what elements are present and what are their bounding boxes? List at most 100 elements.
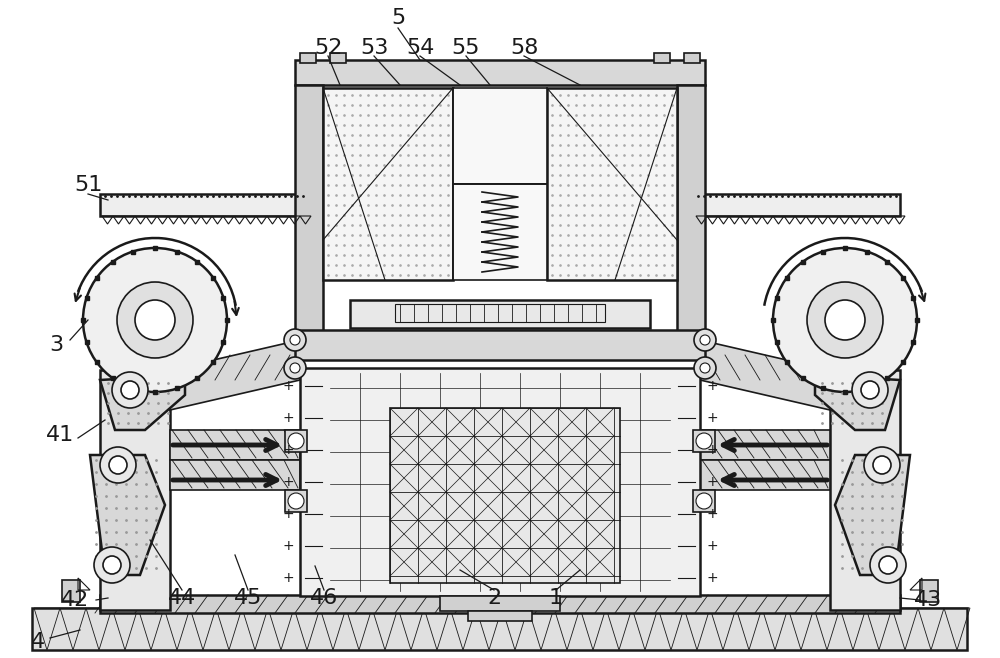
Bar — [677, 85, 705, 345]
Text: +: + — [282, 443, 294, 457]
Text: +: + — [706, 507, 718, 521]
Text: +: + — [282, 379, 294, 393]
Polygon shape — [170, 460, 300, 490]
Bar — [32, 608, 967, 650]
Text: 41: 41 — [46, 425, 74, 445]
Bar — [300, 53, 316, 63]
Polygon shape — [700, 460, 830, 490]
Circle shape — [290, 363, 300, 373]
Text: 52: 52 — [314, 38, 342, 58]
Bar — [350, 300, 650, 328]
Text: 1: 1 — [549, 588, 563, 608]
Circle shape — [700, 363, 710, 373]
Text: 5: 5 — [391, 8, 405, 28]
Circle shape — [873, 456, 891, 474]
Circle shape — [807, 282, 883, 358]
Text: 42: 42 — [61, 590, 89, 610]
Bar — [300, 368, 700, 596]
Text: 44: 44 — [168, 588, 196, 608]
Circle shape — [288, 493, 304, 509]
Circle shape — [879, 556, 897, 574]
Bar — [547, 88, 677, 280]
Circle shape — [117, 282, 193, 358]
Polygon shape — [170, 430, 300, 460]
Bar — [330, 53, 346, 63]
Circle shape — [773, 248, 917, 392]
Text: +: + — [706, 539, 718, 553]
Bar — [920, 580, 938, 602]
Polygon shape — [90, 455, 165, 575]
Circle shape — [864, 447, 900, 483]
Text: +: + — [282, 507, 294, 521]
Bar — [295, 60, 705, 85]
Text: 4: 4 — [31, 632, 45, 652]
Polygon shape — [700, 430, 830, 460]
Circle shape — [870, 547, 906, 583]
Text: 43: 43 — [914, 590, 942, 610]
Text: +: + — [282, 411, 294, 425]
Text: +: + — [282, 571, 294, 585]
Text: 45: 45 — [234, 588, 262, 608]
Bar — [468, 611, 532, 621]
Circle shape — [861, 381, 879, 399]
Text: 54: 54 — [406, 38, 434, 58]
Polygon shape — [100, 375, 185, 430]
Bar — [654, 53, 670, 63]
Circle shape — [109, 456, 127, 474]
Bar — [285, 430, 307, 452]
Circle shape — [284, 329, 306, 351]
Text: +: + — [706, 571, 718, 585]
Text: +: + — [706, 475, 718, 489]
Circle shape — [100, 447, 136, 483]
Text: 53: 53 — [360, 38, 388, 58]
Bar — [693, 490, 715, 512]
Circle shape — [288, 433, 304, 449]
Polygon shape — [170, 340, 300, 410]
Bar — [100, 194, 305, 216]
Text: +: + — [706, 443, 718, 457]
Bar — [295, 330, 705, 360]
Circle shape — [696, 433, 712, 449]
Bar — [695, 194, 900, 216]
Bar — [100, 595, 900, 613]
Text: +: + — [282, 475, 294, 489]
Bar — [100, 370, 170, 610]
Bar — [390, 408, 620, 583]
Bar — [62, 580, 80, 602]
Text: 55: 55 — [452, 38, 480, 58]
Text: 51: 51 — [74, 175, 102, 195]
Bar — [395, 304, 605, 322]
Text: 58: 58 — [510, 38, 538, 58]
Bar — [285, 490, 307, 512]
Circle shape — [290, 335, 300, 345]
Circle shape — [94, 547, 130, 583]
Circle shape — [284, 357, 306, 379]
Circle shape — [112, 372, 148, 408]
Text: +: + — [282, 539, 294, 553]
Circle shape — [852, 372, 888, 408]
Text: 3: 3 — [49, 335, 63, 355]
Bar — [323, 88, 453, 280]
Bar — [453, 88, 547, 184]
Text: 46: 46 — [310, 588, 338, 608]
Polygon shape — [815, 375, 900, 430]
Polygon shape — [835, 455, 910, 575]
Bar — [295, 85, 323, 345]
Circle shape — [694, 357, 716, 379]
Text: +: + — [706, 379, 718, 393]
Bar — [453, 184, 547, 280]
Circle shape — [696, 493, 712, 509]
Bar — [693, 430, 715, 452]
Bar — [830, 370, 900, 610]
Text: +: + — [706, 411, 718, 425]
Circle shape — [83, 248, 227, 392]
Circle shape — [135, 300, 175, 340]
Polygon shape — [700, 340, 830, 410]
Circle shape — [694, 329, 716, 351]
Circle shape — [103, 556, 121, 574]
Bar — [440, 596, 560, 611]
Circle shape — [825, 300, 865, 340]
Bar — [684, 53, 700, 63]
Circle shape — [121, 381, 139, 399]
Text: 2: 2 — [487, 588, 501, 608]
